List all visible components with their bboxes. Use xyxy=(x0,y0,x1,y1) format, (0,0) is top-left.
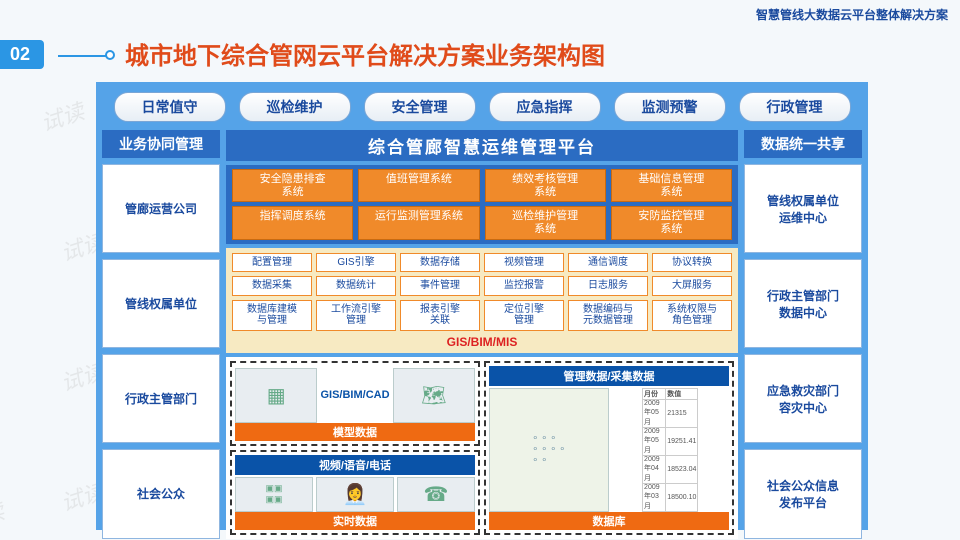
beige-services-band: 配置管理GIS引擎数据存储视频管理通信调度协议转换 数据采集数据统计事件管理监控… xyxy=(226,248,738,353)
service-module: 系统权限与角色管理 xyxy=(652,300,732,331)
top-pill: 巡检维护 xyxy=(239,92,351,122)
service-module: 数据统计 xyxy=(316,276,396,296)
thumb-operator: 👩‍💼 xyxy=(316,477,394,512)
system-module: 安全隐患排查系统 xyxy=(232,169,353,202)
service-module: 数据编码与元数据管理 xyxy=(568,300,648,331)
right-box: 行政主管部门数据中心 xyxy=(744,259,862,348)
system-module: 绩效考核管理系统 xyxy=(485,169,606,202)
top-pill: 安全管理 xyxy=(364,92,476,122)
service-module: 事件管理 xyxy=(400,276,480,296)
panel-db: 管理数据/采集数据 ∘ ∘ ∘∘ ∘ ∘ ∘∘ ∘ 月份数值2009年05月21… xyxy=(484,361,734,535)
orange-systems-band: 安全隐患排查系统值班管理系统绩效考核管理系统基础信息管理系统 指挥调度系统运行监… xyxy=(226,165,738,244)
service-module: 工作流引擎管理 xyxy=(316,300,396,331)
thumb-video: ▣▣▣▣ xyxy=(235,477,313,512)
system-module: 巡检维护管理系统 xyxy=(485,206,606,239)
service-module: 视频管理 xyxy=(484,253,564,273)
top-pill-row: 日常值守巡检维护安全管理应急指挥监测预警行政管理 xyxy=(102,88,862,130)
system-module: 指挥调度系统 xyxy=(232,206,353,239)
system-module: 值班管理系统 xyxy=(358,169,479,202)
page-title: 城市地下综合管网云平台解决方案业务架构图 xyxy=(125,36,605,71)
thumb-phone: ☎ xyxy=(397,477,475,512)
top-pill: 日常值守 xyxy=(114,92,226,122)
service-module: 报表引擎关联 xyxy=(400,300,480,331)
panel-realtime: 视频/语音/电话 ▣▣▣▣ 👩‍💼 ☎ 实时数据 xyxy=(230,450,480,535)
panel-model-data: ▦ GIS/BIM/CAD 🗺 模型数据 xyxy=(230,361,480,446)
top-pill: 应急指挥 xyxy=(489,92,601,122)
service-module: 日志服务 xyxy=(568,276,648,296)
title-decor-line xyxy=(58,55,106,57)
top-pill: 行政管理 xyxy=(739,92,851,122)
service-module: 配置管理 xyxy=(232,253,312,273)
slide-number-badge: 02 xyxy=(0,40,44,69)
service-module: 通信调度 xyxy=(568,253,648,273)
service-module: 大屏服务 xyxy=(652,276,732,296)
left-column: 业务协同管理 管廊运营公司 管线权属单位 行政主管部门 社会公众 xyxy=(102,130,220,539)
title-decor-bullet xyxy=(105,50,115,60)
doc-header: 智慧管线大数据云平台整体解决方案 xyxy=(756,6,948,23)
service-module: 监控报警 xyxy=(484,276,564,296)
center-title: 综合管廊智慧运维管理平台 xyxy=(226,130,738,161)
panel-bl-foot: 实时数据 xyxy=(235,512,475,530)
service-module: 数据采集 xyxy=(232,276,312,296)
right-col-head: 数据统一共享 xyxy=(744,130,862,158)
service-module: GIS引擎 xyxy=(316,253,396,273)
panel-tl-foot: 模型数据 xyxy=(235,423,475,441)
thumb-cad: ▦ xyxy=(235,368,317,423)
left-box: 管线权属单位 xyxy=(102,259,220,348)
left-col-head: 业务协同管理 xyxy=(102,130,220,158)
right-box: 管线权属单位运维中心 xyxy=(744,164,862,253)
center-column: 综合管廊智慧运维管理平台 安全隐患排查系统值班管理系统绩效考核管理系统基础信息管… xyxy=(226,130,738,539)
service-module: 定位引擎管理 xyxy=(484,300,564,331)
top-pill: 监测预警 xyxy=(614,92,726,122)
left-box: 管廊运营公司 xyxy=(102,164,220,253)
diagram-canvas: 日常值守巡检维护安全管理应急指挥监测预警行政管理 业务协同管理 管廊运营公司 管… xyxy=(96,82,868,530)
left-box: 行政主管部门 xyxy=(102,354,220,443)
panel-tl-title: GIS/BIM/CAD xyxy=(320,389,389,401)
system-module: 基础信息管理系统 xyxy=(611,169,732,202)
system-module: 运行监测管理系统 xyxy=(358,206,479,239)
right-box: 应急救灾部门容灾中心 xyxy=(744,354,862,443)
service-module: 数据库建模与管理 xyxy=(232,300,312,331)
panel-r-title: 管理数据/采集数据 xyxy=(489,366,729,386)
thumb-scatter: ∘ ∘ ∘∘ ∘ ∘ ∘∘ ∘ xyxy=(489,388,609,512)
right-column: 数据统一共享 管线权属单位运维中心 行政主管部门数据中心 应急救灾部门容灾中心 … xyxy=(744,130,862,539)
panel-r-foot: 数据库 xyxy=(489,512,729,530)
system-module: 安防监控管理系统 xyxy=(611,206,732,239)
service-module: 协议转换 xyxy=(652,253,732,273)
mini-data-table: 月份数值2009年05月213152009年05月19251.412009年04… xyxy=(642,388,698,512)
panel-bl-title: 视频/语音/电话 xyxy=(235,455,475,475)
service-module: 数据存储 xyxy=(400,253,480,273)
bottom-data-band: ▦ GIS/BIM/CAD 🗺 模型数据 管理数据/采集数据 ∘ ∘ ∘∘ ∘ … xyxy=(226,357,738,539)
gis-bim-mis-label: GIS/BIM/MIS xyxy=(226,333,738,353)
thumb-gis: 🗺 xyxy=(393,368,475,423)
right-box: 社会公众信息发布平台 xyxy=(744,449,862,538)
left-box: 社会公众 xyxy=(102,449,220,538)
